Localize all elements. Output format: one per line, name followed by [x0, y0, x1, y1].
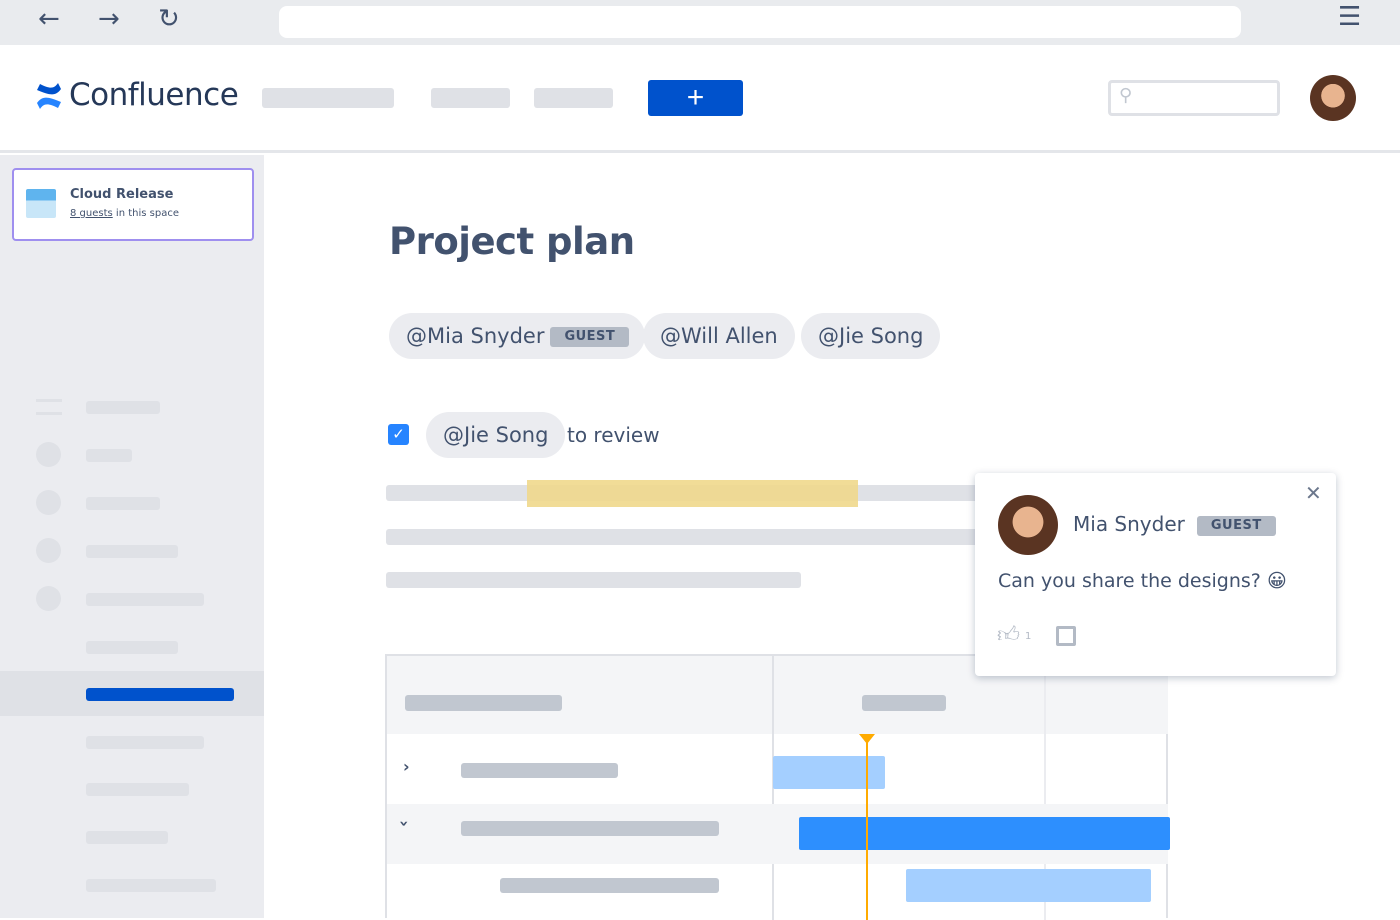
list-icon [36, 399, 62, 415]
like-count: 1 [1025, 631, 1032, 642]
search-input[interactable]: ⚲ [1108, 80, 1280, 116]
sidebar-item[interactable] [86, 831, 168, 844]
reload-icon[interactable]: ↻ [158, 4, 180, 34]
row-placeholder [461, 821, 719, 836]
row-placeholder [500, 878, 719, 893]
task-mention-jie-song[interactable]: @Jie Song [426, 412, 566, 458]
commenter-avatar[interactable] [998, 495, 1058, 555]
sidebar-item[interactable] [86, 449, 132, 462]
commenter-name[interactable]: Mia Snyder [1073, 512, 1185, 536]
guests-suffix: in this space [112, 208, 179, 219]
sidebar-item[interactable] [86, 401, 160, 414]
today-line [866, 736, 868, 920]
space-card[interactable]: Cloud Release 8 guests in this space [12, 168, 254, 241]
mention-label: @Mia Snyder [406, 324, 545, 348]
sidebar-item-icon [36, 538, 61, 563]
column-divider [1044, 656, 1046, 920]
mention-jie-song[interactable]: @Jie Song [801, 313, 941, 359]
sidebar-item[interactable] [86, 783, 189, 796]
page-title: Project plan [389, 220, 635, 263]
sidebar-item[interactable] [86, 879, 216, 892]
close-icon[interactable]: ✕ [1305, 481, 1322, 505]
nav-item-placeholder[interactable] [431, 88, 510, 108]
sidebar: Cloud Release 8 guests in this space [0, 155, 264, 918]
sidebar-item-icon [36, 442, 61, 467]
nav-item-placeholder[interactable] [262, 88, 394, 108]
space-name: Cloud Release [70, 187, 174, 202]
forward-arrow-icon[interactable]: → [98, 4, 120, 34]
task-text: to review [567, 423, 660, 447]
create-button[interactable]: + [648, 80, 743, 116]
header-placeholder [405, 695, 562, 711]
row-placeholder [461, 763, 618, 778]
address-bar[interactable] [279, 6, 1241, 38]
text-line-placeholder [386, 529, 986, 545]
nav-item-placeholder[interactable] [534, 88, 613, 108]
selected-item-bar [86, 688, 234, 701]
roadmap-table: › › [385, 654, 1170, 920]
app-header: Confluence + ⚲ [0, 45, 1400, 153]
comment-text: Can you share the designs? [998, 570, 1261, 592]
hamburger-menu-icon[interactable]: ☰ [1338, 2, 1362, 32]
archive-icon[interactable] [1056, 626, 1076, 646]
roadmap-bar[interactable] [906, 869, 1151, 902]
sidebar-item[interactable] [86, 545, 178, 558]
sidebar-item[interactable] [86, 497, 160, 510]
guest-badge: GUEST [550, 327, 630, 347]
today-marker-icon [859, 734, 875, 744]
sidebar-item[interactable] [86, 736, 204, 749]
guests-link[interactable]: 8 guests [70, 208, 113, 219]
space-avatar-icon [26, 189, 56, 218]
sidebar-item-icon [36, 586, 61, 611]
roadmap-bar[interactable] [799, 817, 1170, 850]
inline-comment-card: ✕ Mia Snyder GUEST Can you share the desi… [975, 473, 1336, 676]
chevron-right-icon[interactable]: › [403, 757, 410, 776]
sidebar-item[interactable] [86, 641, 178, 654]
roadmap-bar[interactable] [773, 756, 885, 789]
header-placeholder [862, 695, 946, 711]
browser-toolbar: ← → ↻ ☰ [0, 0, 1400, 45]
sidebar-item-icon [36, 490, 61, 515]
guest-badge: GUEST [1196, 515, 1276, 536]
user-avatar[interactable] [1310, 75, 1356, 121]
mention-will-allen[interactable]: @Will Allen [643, 313, 795, 359]
mention-mia-snyder[interactable]: @Mia Snyder GUEST [389, 313, 646, 359]
logo-text[interactable]: Confluence [69, 77, 239, 113]
chevron-down-icon[interactable]: › [394, 820, 414, 827]
search-icon: ⚲ [1119, 85, 1133, 106]
grinning-emoji-icon: 😀 [1266, 570, 1287, 592]
sidebar-item-selected[interactable] [0, 671, 264, 716]
task-checkbox[interactable]: ✓ [388, 424, 409, 445]
confluence-logo-icon [37, 83, 61, 109]
comment-highlight[interactable] [527, 480, 858, 507]
thumbs-up-icon[interactable]: 👍︎ [997, 623, 1020, 648]
back-arrow-icon[interactable]: ← [38, 4, 60, 34]
text-line-placeholder [386, 572, 801, 588]
sidebar-item[interactable] [86, 593, 204, 606]
